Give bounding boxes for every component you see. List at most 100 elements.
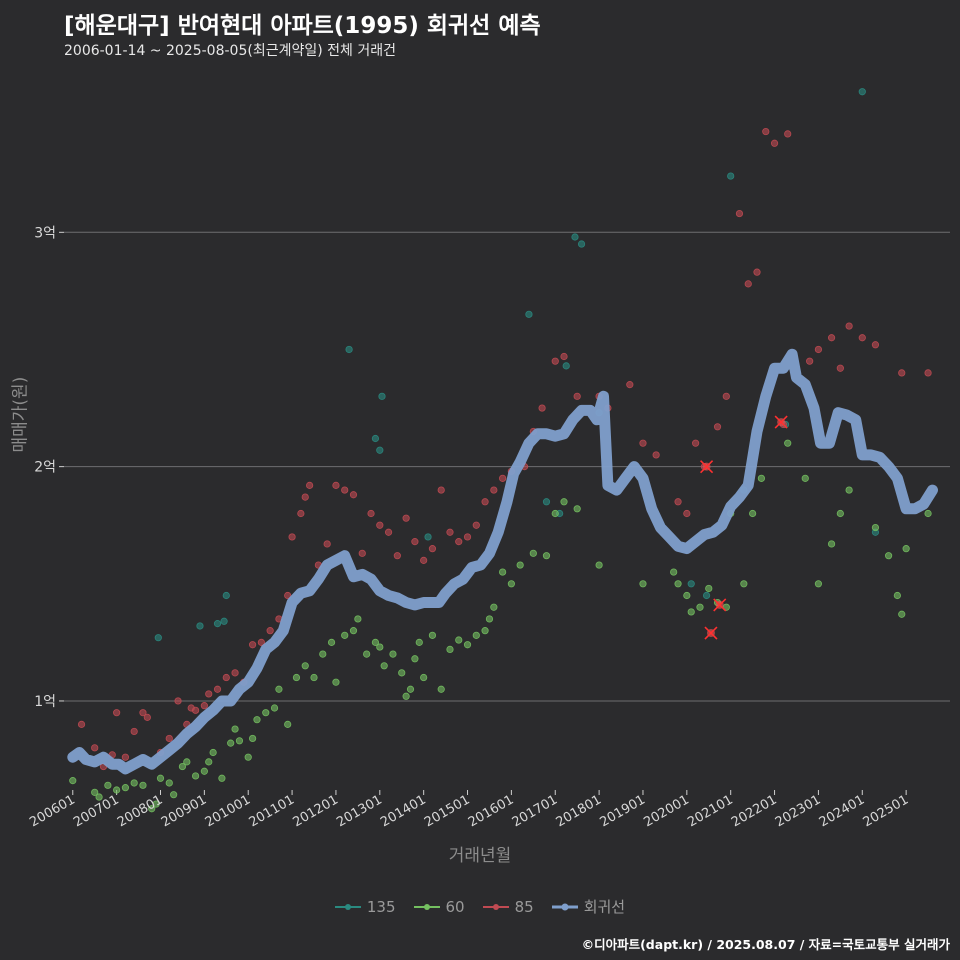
data-point-60 [551,509,559,518]
highlight-x-mark [774,415,788,429]
data-point-60 [284,720,292,728]
data-point-60 [814,580,823,588]
y-tick-labels: 1억 2억 3억 [34,225,56,710]
data-point-135 [424,533,432,541]
data-point-60 [542,552,551,560]
y-tick-label: 1억 [34,694,56,710]
legend-item-85[interactable]: 85 [482,896,534,917]
data-point-85 [784,130,792,138]
data-point-60 [845,486,853,494]
legend-label-135: 135 [366,897,396,916]
credit-footer: ©디아파트(dapt.kr) / 2025.08.07 / 자료=국토교통부 실… [581,937,950,952]
x-tick-label: 201901 [597,792,647,830]
data-point-60 [380,662,388,670]
data-point-135 [196,622,204,630]
x-tick-label: 200801 [115,792,165,830]
data-point-60 [170,791,178,799]
data-point-135 [345,345,353,354]
data-point-135 [571,233,579,241]
data-point-60 [292,673,301,682]
data-point-85 [437,486,445,494]
data-point-85 [814,345,823,354]
data-point-60 [560,498,568,506]
data-point-60 [428,631,437,639]
data-point-60 [371,638,380,646]
data-point-60 [209,748,217,757]
data-point-85 [301,493,309,501]
data-point-60 [165,779,173,787]
data-point-85 [191,706,200,714]
data-point-135 [562,362,570,370]
data-point-135 [727,172,735,180]
data-point-60 [139,781,147,789]
data-point-85 [376,521,384,529]
data-point-85 [139,709,147,717]
y-tick-label: 2억 [34,460,56,476]
x-axis-label: 거래년월 [448,846,512,866]
x-tick-label: 202501 [861,792,911,830]
x-tick-label: 201101 [247,792,297,830]
chart-title: [해운대구] 반여현대 아파트(1995) 회귀선 예측 [64,13,541,39]
data-point-85 [446,528,454,536]
data-point-60 [437,685,445,693]
data-point-60 [227,739,235,747]
data-point-135 [525,310,533,318]
x-tick-label: 202301 [773,792,823,830]
data-point-85 [560,352,568,361]
data-point-60 [415,638,423,646]
data-point-85 [762,127,770,136]
data-point-85 [91,744,99,752]
data-point-85 [898,369,906,377]
legend-item-60[interactable]: 60 [413,896,465,917]
data-point-85 [130,727,138,736]
data-point-60 [481,627,489,635]
data-point-85 [165,734,173,743]
data-point-85 [499,474,507,482]
data-point-85 [652,451,660,459]
data-point-85 [735,209,744,218]
data-point-85 [249,641,257,649]
data-point-60 [573,505,581,513]
data-point-60 [121,784,130,792]
data-point-60 [670,568,678,576]
x-tick-label: 200601 [27,792,77,830]
data-point-135 [371,434,380,443]
data-point-60 [231,725,239,733]
x-tick-label: 201801 [554,792,604,830]
data-point-60 [332,678,340,686]
data-point-85 [463,533,472,541]
highlight-x-mark [700,460,714,474]
legend-key-85 [482,903,509,910]
legend-item-regression[interactable]: 회귀선 [551,896,625,917]
data-point-85 [323,540,331,548]
data-point-60 [249,734,257,743]
x-tick-label: 202101 [685,792,735,830]
data-point-60 [507,580,515,588]
data-point-135 [858,88,866,96]
data-point-60 [784,439,792,447]
data-point-85 [538,404,546,412]
data-point-85 [845,322,853,330]
data-point-60 [319,650,327,658]
data-point-60 [205,758,213,766]
data-point-85 [174,697,182,705]
data-point-85 [200,702,208,710]
data-point-60 [595,561,603,569]
legend-label-85: 85 [514,897,534,916]
data-point-85 [288,533,296,541]
data-point-60 [376,643,384,651]
data-point-60 [113,786,121,794]
data-point-60 [827,540,836,548]
data-point-85 [402,514,410,522]
data-point-60 [244,753,252,761]
data-point-60 [516,561,524,569]
data-point-135 [378,392,386,400]
legend-item-135[interactable]: 135 [334,896,396,917]
data-point-135 [687,580,695,588]
x-tick-label: 201401 [378,792,428,830]
data-point-60 [389,650,397,658]
data-point-60 [69,777,77,785]
data-point-60 [275,685,283,693]
data-point-60 [262,709,270,717]
